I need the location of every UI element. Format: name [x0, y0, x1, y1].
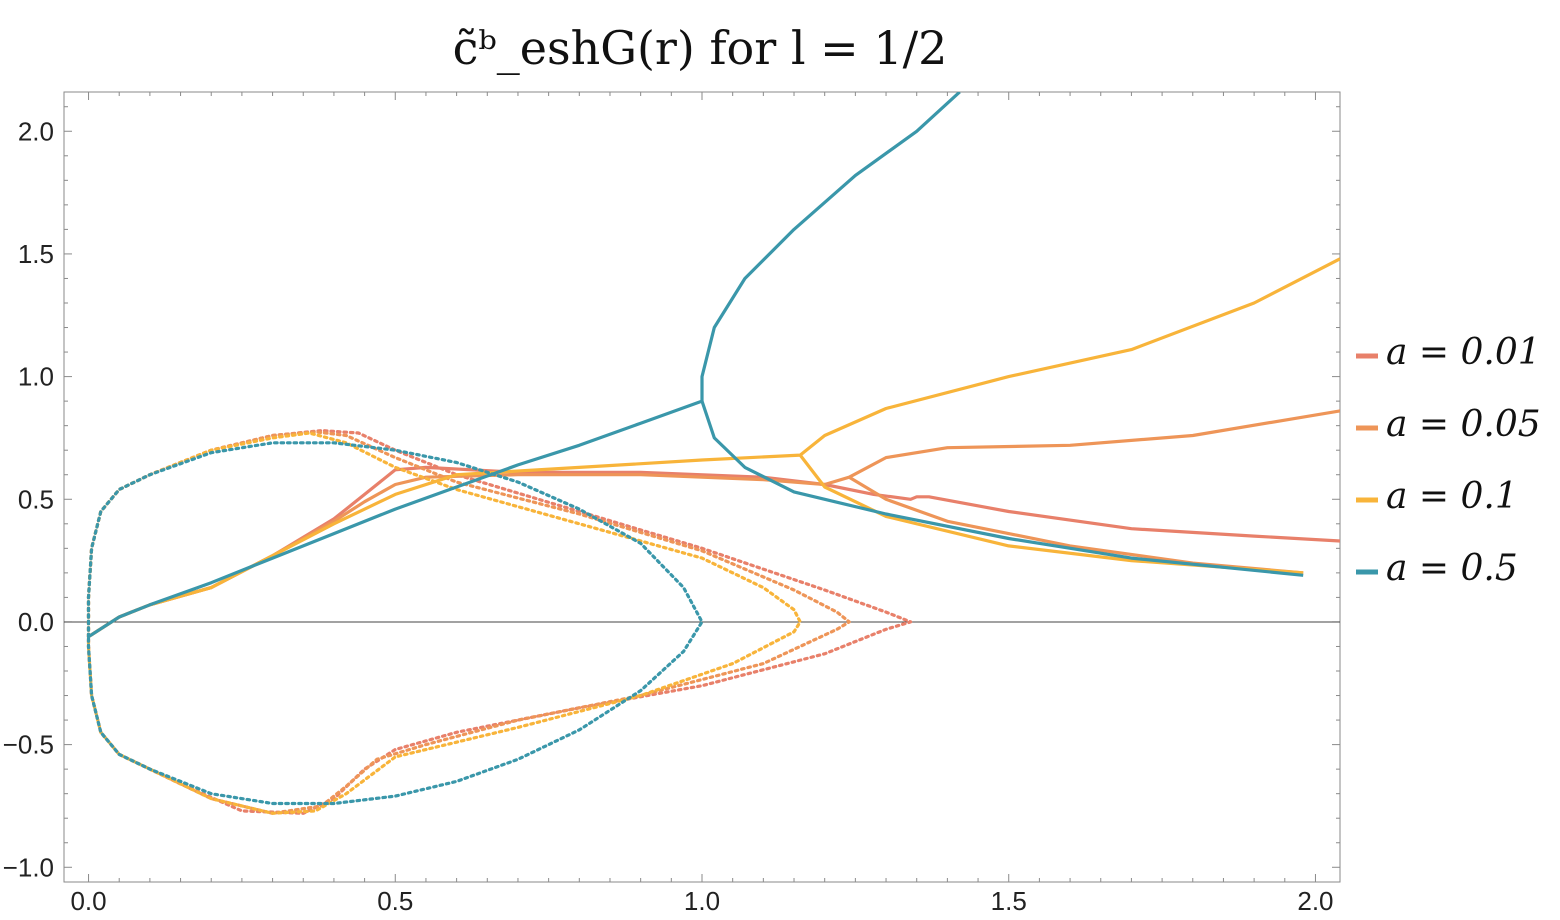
series-branch-curve [798, 454, 1304, 575]
x-tick-label: 2.0 [1297, 886, 1333, 916]
x-tick-label: 1.0 [684, 886, 720, 916]
legend-label: a = 0.5 [1386, 548, 1518, 589]
series-solid-curve [87, 409, 1340, 639]
y-tick-label: 0.0 [18, 607, 54, 637]
legend-label: a = 0.05 [1386, 404, 1541, 445]
y-tick-label: 1.0 [18, 362, 54, 392]
x-tick-label: 0.5 [377, 886, 413, 916]
axis-ticks [64, 92, 1340, 882]
x-tick-labels: 0.0 0.5 1.0 1.5 2.0 [70, 886, 1333, 916]
y-tick-labels: −1.0 −0.5 0.0 0.5 1.0 1.5 2.0 [3, 116, 54, 882]
legend-label: a = 0.1 [1386, 476, 1518, 517]
x-tick-label: 0.0 [70, 886, 106, 916]
legend-label: a = 0.01 [1386, 332, 1541, 373]
series-1 [86, 409, 1340, 815]
plot-frame [63, 91, 1341, 883]
legend: a = 0.01 a = 0.05 a = 0.1 a = 0.5 [1356, 332, 1541, 589]
series-solid-curve [87, 92, 961, 639]
series-2 [86, 257, 1340, 815]
y-tick-label: −0.5 [3, 730, 54, 760]
series-3 [86, 92, 1304, 806]
series-solid-curve [87, 257, 1340, 639]
curves [86, 92, 1340, 815]
chart-title: c̃ᵇ_eshG(r) for l = 1/2 [453, 21, 948, 75]
y-tick-label: 0.5 [18, 484, 54, 514]
series-dotted-curve [86, 441, 704, 806]
y-tick-label: 2.0 [18, 116, 54, 146]
series-dotted-curve [86, 430, 851, 815]
y-tick-label: −1.0 [3, 852, 54, 882]
x-tick-label: 1.5 [991, 886, 1027, 916]
series-branch-curve [700, 400, 1304, 577]
y-tick-label: 1.5 [18, 239, 54, 269]
